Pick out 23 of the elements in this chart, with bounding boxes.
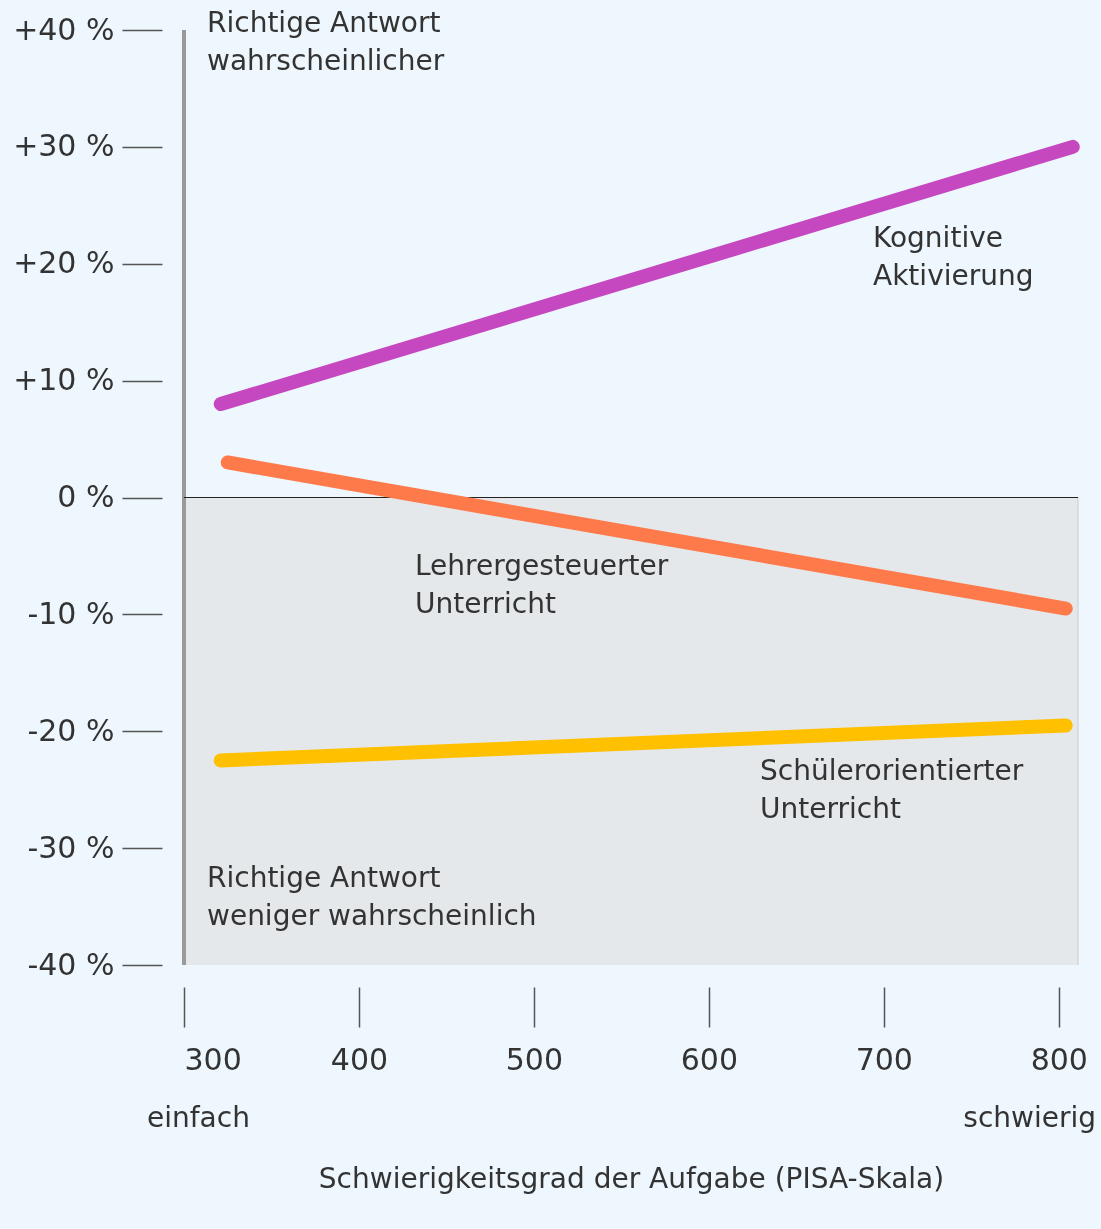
y-tick-label: -30 %: [27, 829, 115, 865]
y-tick-label: +30 %: [13, 128, 115, 164]
y-tick-label: +40 %: [13, 11, 115, 47]
x-tick-label: 400: [330, 1041, 389, 1077]
series-label: Kognitive Aktivierung: [873, 221, 1034, 292]
series-label: Lehrergesteuerter Unterricht: [415, 549, 669, 620]
series-label: Schülerorientierter Unterricht: [760, 754, 1024, 825]
y-tick-label: +10 %: [13, 362, 115, 398]
x-tick-label: 800: [1030, 1041, 1088, 1077]
y-tick-label: -40 %: [27, 946, 115, 982]
annotation: Richtige Antwort wahrscheinlicher: [207, 6, 445, 77]
x-tick-label: 300: [184, 1041, 242, 1077]
x-axis-title: Schwierigkeitsgrad der Aufgabe (PISA-Skala): [318, 1161, 945, 1195]
x-tick-label: 700: [855, 1041, 913, 1077]
x-tick-label: 500: [505, 1041, 564, 1077]
annotation: Richtige Antwort weniger wahrscheinlich: [207, 861, 537, 932]
y-tick-label: 0 %: [57, 479, 115, 514]
y-tick-label: -10 %: [27, 595, 115, 631]
x-tick-label: 600: [680, 1041, 738, 1077]
y-tick-label: -20 %: [27, 712, 115, 748]
y-tick-label: +20 %: [13, 245, 115, 281]
text: schwierig: [963, 1101, 1096, 1134]
text: einfach: [147, 1101, 250, 1134]
